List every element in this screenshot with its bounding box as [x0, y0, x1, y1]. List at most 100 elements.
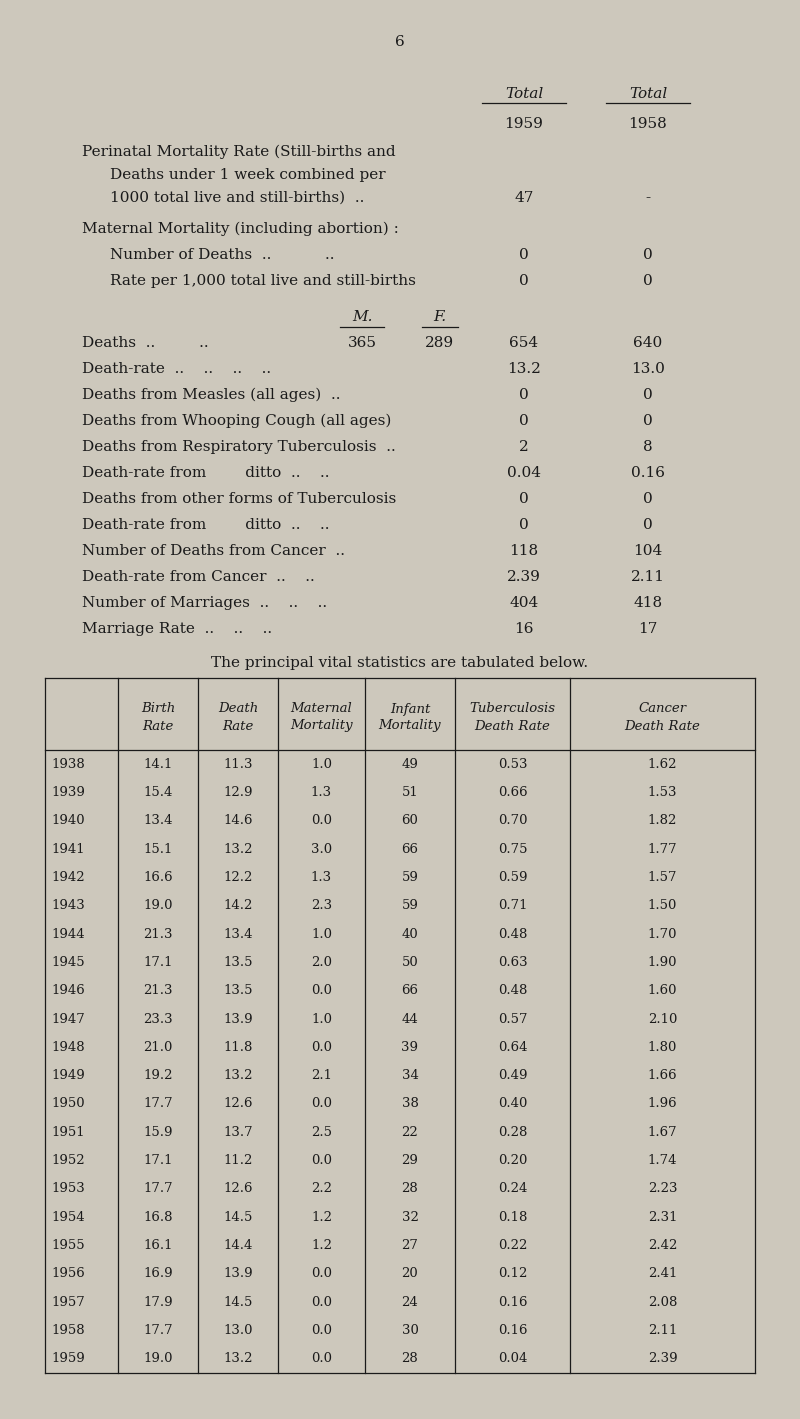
Text: 2.2: 2.2: [311, 1182, 332, 1195]
Text: 104: 104: [634, 543, 662, 558]
Text: 1951: 1951: [51, 1125, 85, 1139]
Text: 0.28: 0.28: [498, 1125, 527, 1139]
Text: 1000 total live and still-births)  ..: 1000 total live and still-births) ..: [110, 192, 364, 204]
Text: 1958: 1958: [51, 1324, 85, 1337]
Text: Marriage Rate  ..    ..    ..: Marriage Rate .. .. ..: [82, 622, 272, 636]
Text: 1.3: 1.3: [311, 786, 332, 799]
Text: 0: 0: [643, 387, 653, 402]
Text: 1942: 1942: [51, 871, 85, 884]
Text: 0.63: 0.63: [498, 956, 527, 969]
Text: The principal vital statistics are tabulated below.: The principal vital statistics are tabul…: [211, 656, 589, 670]
Text: Birth
Rate: Birth Rate: [141, 702, 175, 732]
Text: Deaths from Whooping Cough (all ages): Deaths from Whooping Cough (all ages): [82, 414, 391, 429]
Text: 0: 0: [643, 492, 653, 507]
Text: 0.70: 0.70: [498, 815, 527, 827]
Text: 19.0: 19.0: [143, 900, 173, 912]
Text: 17.1: 17.1: [143, 956, 173, 969]
Text: 0.0: 0.0: [311, 1324, 332, 1337]
Text: Number of Deaths from Cancer  ..: Number of Deaths from Cancer ..: [82, 543, 345, 558]
Text: 1939: 1939: [51, 786, 85, 799]
Text: 0.49: 0.49: [498, 1069, 527, 1083]
Text: 15.4: 15.4: [143, 786, 173, 799]
Text: 0.66: 0.66: [498, 786, 527, 799]
Text: 15.9: 15.9: [143, 1125, 173, 1139]
Text: 0.24: 0.24: [498, 1182, 527, 1195]
Text: 2.23: 2.23: [648, 1182, 678, 1195]
Text: 1.62: 1.62: [648, 758, 678, 771]
Text: Deaths from other forms of Tuberculosis: Deaths from other forms of Tuberculosis: [82, 492, 396, 507]
Text: 2.31: 2.31: [648, 1210, 678, 1223]
Text: 0.57: 0.57: [498, 1013, 527, 1026]
Text: 1.0: 1.0: [311, 928, 332, 941]
Text: 51: 51: [402, 786, 418, 799]
Text: 1.60: 1.60: [648, 985, 678, 998]
Text: 0.53: 0.53: [498, 758, 527, 771]
Text: 17.7: 17.7: [143, 1097, 173, 1111]
Text: 49: 49: [402, 758, 418, 771]
Text: Deaths from Measles (all ages)  ..: Deaths from Measles (all ages) ..: [82, 387, 341, 403]
Text: 0.16: 0.16: [498, 1324, 527, 1337]
Text: 1.67: 1.67: [648, 1125, 678, 1139]
Text: 1946: 1946: [51, 985, 85, 998]
Text: 0.0: 0.0: [311, 1267, 332, 1280]
Text: 2.08: 2.08: [648, 1296, 677, 1308]
Text: 0: 0: [643, 518, 653, 532]
Text: 14.2: 14.2: [223, 900, 253, 912]
Text: 0.75: 0.75: [498, 843, 527, 856]
Text: 1959: 1959: [505, 116, 543, 131]
Text: 12.6: 12.6: [223, 1097, 253, 1111]
Text: 1958: 1958: [629, 116, 667, 131]
Text: 2.0: 2.0: [311, 956, 332, 969]
Text: 1.53: 1.53: [648, 786, 678, 799]
Text: 1.0: 1.0: [311, 758, 332, 771]
Text: 1.77: 1.77: [648, 843, 678, 856]
Text: 14.5: 14.5: [223, 1296, 253, 1308]
Text: 8: 8: [643, 440, 653, 454]
Text: 1.66: 1.66: [648, 1069, 678, 1083]
Text: 404: 404: [510, 596, 538, 610]
Text: 1.90: 1.90: [648, 956, 678, 969]
Text: 16.9: 16.9: [143, 1267, 173, 1280]
Text: 1945: 1945: [51, 956, 85, 969]
Text: 14.6: 14.6: [223, 815, 253, 827]
Text: 50: 50: [402, 956, 418, 969]
Text: 2.10: 2.10: [648, 1013, 677, 1026]
Text: 1938: 1938: [51, 758, 85, 771]
Text: 11.3: 11.3: [223, 758, 253, 771]
Text: 27: 27: [402, 1239, 418, 1252]
Text: 60: 60: [402, 815, 418, 827]
Text: Cancer
Death Rate: Cancer Death Rate: [625, 702, 701, 732]
Text: 13.5: 13.5: [223, 985, 253, 998]
Text: 16.8: 16.8: [143, 1210, 173, 1223]
Text: Death
Rate: Death Rate: [218, 702, 258, 732]
Text: Death-rate from Cancer  ..    ..: Death-rate from Cancer .. ..: [82, 570, 314, 585]
Text: 0.18: 0.18: [498, 1210, 527, 1223]
Text: 14.5: 14.5: [223, 1210, 253, 1223]
Text: Rate per 1,000 total live and still-births: Rate per 1,000 total live and still-birt…: [110, 274, 416, 288]
Text: 1.70: 1.70: [648, 928, 678, 941]
Text: 13.4: 13.4: [223, 928, 253, 941]
Text: 21.0: 21.0: [143, 1042, 173, 1054]
Text: 16.1: 16.1: [143, 1239, 173, 1252]
Text: 17: 17: [638, 622, 658, 636]
Text: 30: 30: [402, 1324, 418, 1337]
Text: 0: 0: [643, 414, 653, 429]
Text: 13.7: 13.7: [223, 1125, 253, 1139]
Text: 13.2: 13.2: [223, 1352, 253, 1365]
Text: 0: 0: [643, 274, 653, 288]
Text: 1.2: 1.2: [311, 1210, 332, 1223]
Text: 44: 44: [402, 1013, 418, 1026]
Text: 1953: 1953: [51, 1182, 85, 1195]
Text: 118: 118: [510, 543, 538, 558]
Text: 39: 39: [402, 1042, 418, 1054]
Text: 22: 22: [402, 1125, 418, 1139]
Text: 66: 66: [402, 985, 418, 998]
Text: 2.11: 2.11: [648, 1324, 677, 1337]
Text: 13.9: 13.9: [223, 1267, 253, 1280]
Text: 654: 654: [510, 336, 538, 350]
Text: 19.0: 19.0: [143, 1352, 173, 1365]
Text: 20: 20: [402, 1267, 418, 1280]
Text: Deaths under 1 week combined per: Deaths under 1 week combined per: [110, 167, 386, 182]
Text: 0: 0: [519, 274, 529, 288]
Text: Total: Total: [505, 87, 543, 101]
